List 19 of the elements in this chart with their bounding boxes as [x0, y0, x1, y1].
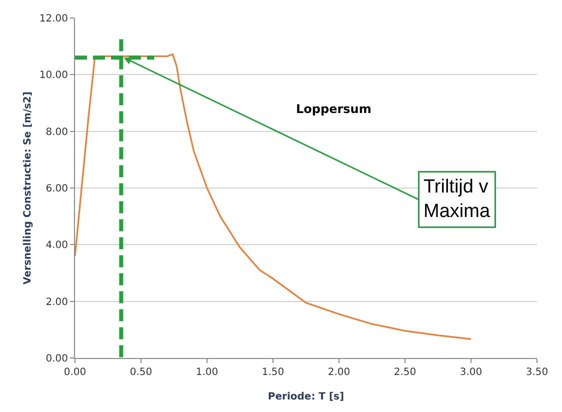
x-tick-label: 0.00 — [64, 367, 86, 378]
y-tick-label: 12.00 — [39, 14, 68, 24]
x-tick-label: 2.50 — [394, 367, 416, 378]
y-tick-label: 2.00 — [46, 296, 68, 308]
y-tick-label: 0.00 — [46, 354, 68, 364]
annotation: Triltijd v Maxima — [424, 176, 490, 222]
y-tick-label: 8.00 — [46, 126, 68, 138]
x-axis-title: Periode: T [s] — [268, 392, 344, 402]
x-tick-label: 3.00 — [460, 367, 482, 378]
y-tick-label: 4.00 — [46, 240, 68, 252]
x-tick-label: 0.50 — [130, 367, 152, 378]
annotation: Loppersum — [296, 102, 372, 116]
y-tick-label: 10.00 — [39, 70, 68, 82]
y-tick-label: 6.00 — [46, 184, 68, 194]
y-axis-title: Versnelling Constructie: Se [m/s2] — [22, 92, 34, 284]
x-tick-label: 2.00 — [328, 367, 350, 378]
x-tick-label: 1.00 — [196, 367, 218, 378]
x-tick-label: 3.50 — [526, 367, 548, 378]
x-tick-label: 1.50 — [262, 367, 284, 378]
